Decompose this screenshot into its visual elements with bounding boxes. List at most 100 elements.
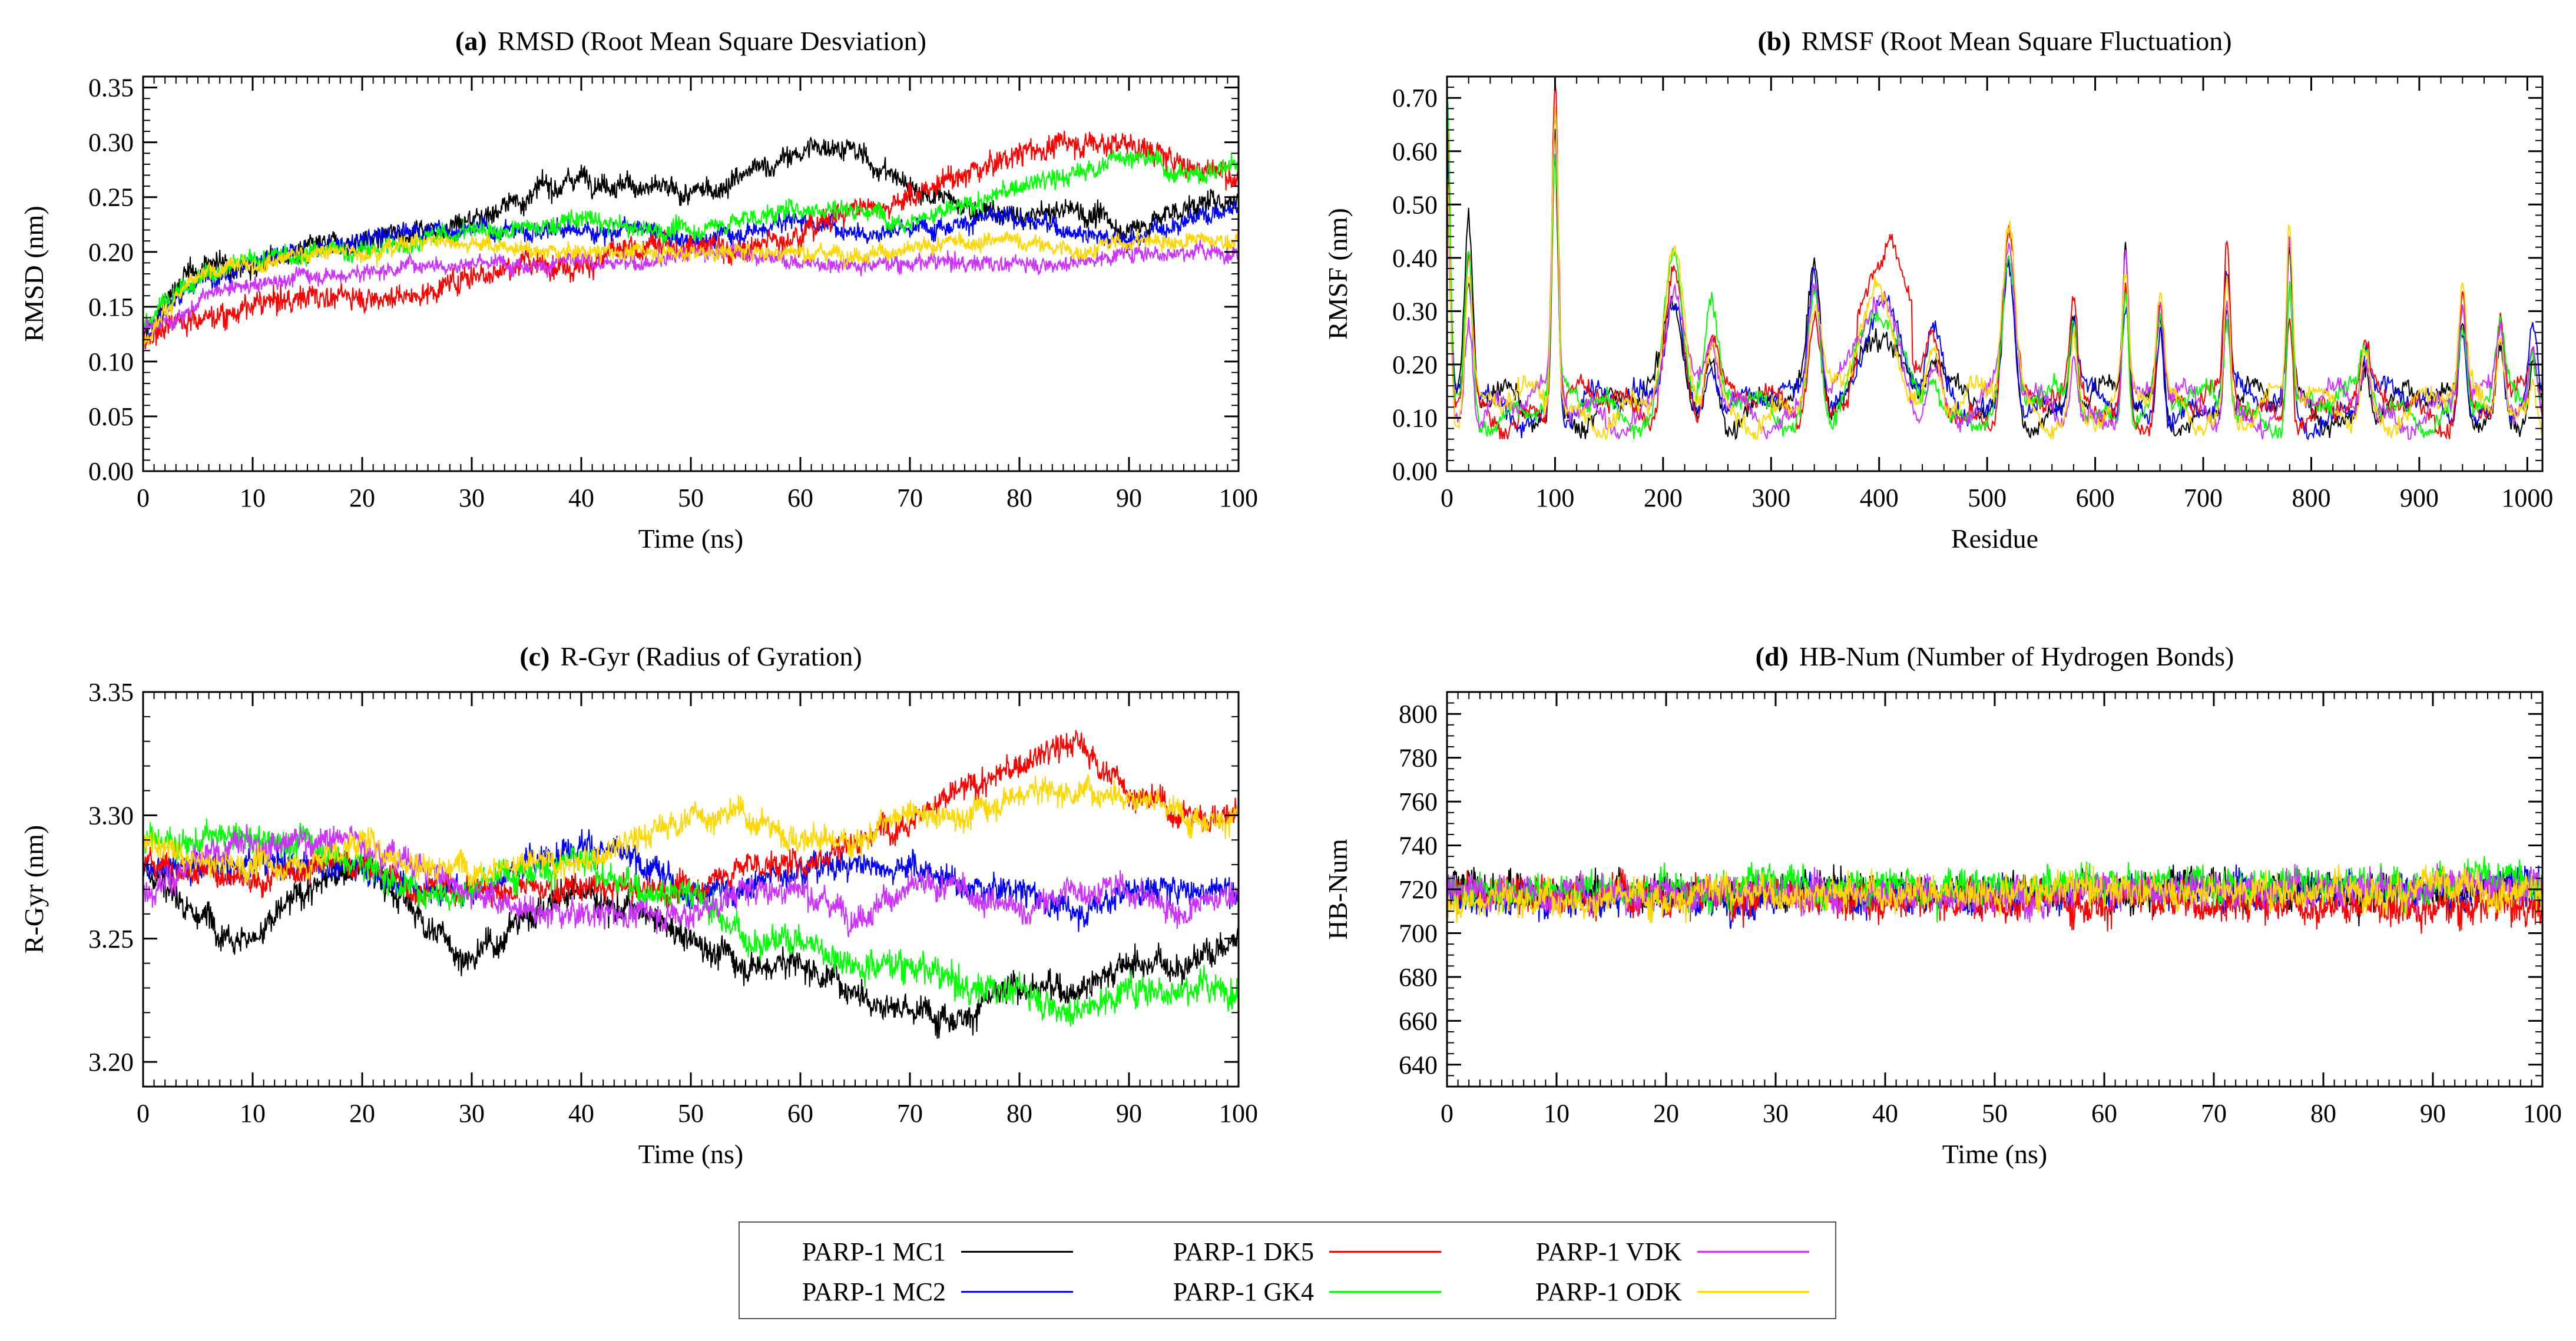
x-tick-label: 100	[1535, 484, 1574, 512]
legend-entry-dk5: PARP-1 DK5	[1120, 1231, 1441, 1272]
x-tick-label: 50	[1982, 1099, 2008, 1128]
x-tick-label: 800	[2292, 484, 2330, 512]
x-tick-label: 600	[2076, 484, 2115, 512]
y-tick-label: 0.40	[1392, 244, 1438, 273]
y-tick-label: 0.30	[88, 128, 134, 157]
legend-entry-mc1: PARP-1 MC1	[751, 1231, 1073, 1272]
y-tick-label: 3.25	[88, 925, 134, 953]
legend: PARP-1 MC1 PARP-1 MC2 PARP-1 DK5 PARP-1 …	[739, 1221, 1836, 1319]
x-tick-label: 40	[568, 1099, 594, 1128]
y-tick-label: 800	[1399, 700, 1438, 729]
x-tick-label: 100	[2523, 1099, 2562, 1128]
legend-swatch	[961, 1290, 1073, 1293]
series-line-parp-1-vdk	[1447, 120, 2542, 440]
x-tick-label: 500	[1968, 484, 2007, 512]
x-tick-label: 900	[2400, 484, 2439, 512]
y-tick-label: 760	[1399, 787, 1438, 816]
legend-entry-vdk: PARP-1 VDK	[1488, 1231, 1809, 1272]
x-tick-label: 1000	[2501, 484, 2553, 512]
y-axis-label: R-Gyr (nm)	[19, 825, 49, 953]
x-tick-label: 70	[897, 1099, 923, 1128]
x-tick-label: 300	[1751, 484, 1790, 512]
y-tick-label: 0.70	[1392, 84, 1438, 112]
series-line-parp-1-vdk	[143, 824, 1239, 938]
y-tick-label: 680	[1399, 963, 1438, 992]
panel-title: (b) RMSF (Root Mean Square Fluctuation)	[1757, 26, 2231, 56]
panel-title-text: R-Gyr (Radius of Gyration)	[560, 641, 862, 671]
legend-swatch	[1697, 1290, 1809, 1293]
y-tick-label: 0.10	[88, 347, 134, 376]
y-tick-label: 0.05	[88, 402, 134, 431]
series-line-parp-1-dk5	[1447, 867, 2542, 934]
x-tick-label: 30	[1763, 1099, 1789, 1128]
x-tick-label: 30	[459, 1099, 485, 1128]
series-line-parp-1-dk5	[1447, 82, 2542, 440]
y-tick-label: 0.35	[88, 74, 134, 102]
y-tick-label: 0.60	[1392, 137, 1438, 166]
panel-c: 0 10 20 30 40 50 60 70 80 90 100 3.20 3.25 3.30 3.35 (c…	[19, 641, 1258, 1169]
tick-marks	[1446, 691, 2543, 1087]
legend-label: PARP-1 VDK	[1535, 1237, 1682, 1266]
y-tick-label: 0.50	[1392, 190, 1438, 219]
legend-swatch	[1329, 1290, 1441, 1293]
y-tick-label: 0.30	[1392, 297, 1438, 326]
panel-b: 0 100 200 300 400 500 600 700 800 900 1000 0.00 0.10…	[1323, 26, 2553, 554]
x-tick-label: 0	[137, 1099, 150, 1128]
x-tick-label: 90	[1116, 1099, 1142, 1128]
panel-title: (c) R-Gyr (Radius of Gyration)	[519, 641, 862, 671]
x-tick-label: 10	[240, 484, 266, 512]
series-line-parp-1-dk5	[143, 130, 1239, 350]
series-line-parp-1-odk	[1447, 106, 2542, 441]
y-tick-label: 0.00	[88, 457, 134, 486]
x-tick-label: 200	[1644, 484, 1683, 512]
x-tick-label: 400	[1860, 484, 1899, 512]
legend-label: PARP-1 MC2	[802, 1277, 946, 1306]
x-tick-label: 90	[2420, 1099, 2446, 1128]
panel-a: 0 10 20 30 40 50 60 70 80 90 100 0.00 0.05 0.10 0.15 0.…	[19, 26, 1258, 554]
x-tick-label: 50	[678, 1099, 704, 1128]
y-tick-label: 0.15	[88, 293, 134, 322]
y-tick-label: 0.25	[88, 183, 134, 212]
x-tick-label: 100	[1219, 1099, 1258, 1128]
x-tick-label: 10	[1544, 1099, 1570, 1128]
x-tick-label: 80	[1006, 484, 1032, 512]
y-axis-label: RMSF (nm)	[1323, 208, 1353, 340]
legend-swatch	[1329, 1250, 1441, 1253]
series-line-parp-1-odk	[143, 230, 1239, 347]
legend-entry-odk: PARP-1 ODK	[1488, 1271, 1809, 1312]
y-axis-label: HB-Num	[1323, 839, 1353, 939]
tick-marks	[143, 76, 1239, 472]
y-tick-label: 0.20	[1392, 350, 1438, 379]
tick-marks	[143, 691, 1239, 1087]
legend-label: PARP-1 MC1	[802, 1237, 946, 1266]
panel-title-text: RMSF (Root Mean Square Fluctuation)	[1802, 26, 2232, 56]
x-tick-label: 70	[897, 484, 923, 512]
y-tick-label: 3.35	[88, 678, 134, 707]
y-tick-label: 640	[1399, 1051, 1438, 1080]
series-group	[1447, 856, 2542, 934]
legend-label: PARP-1 ODK	[1535, 1277, 1682, 1306]
x-tick-label: 30	[459, 484, 485, 512]
x-tick-label: 20	[349, 484, 375, 512]
panel-label: (d)	[1756, 641, 1789, 671]
y-tick-label: 3.30	[88, 801, 134, 830]
series-group	[143, 130, 1239, 350]
y-tick-label: 0.20	[88, 238, 134, 267]
y-tick-label: 740	[1399, 832, 1438, 860]
series-line-parp-1-odk	[1447, 864, 2542, 923]
panel-title-text: RMSD (Root Mean Square Desviation)	[498, 26, 926, 56]
series-line-parp-1-vdk	[143, 239, 1239, 332]
y-tick-label: 720	[1399, 875, 1438, 904]
panel-title: (d) HB-Num (Number of Hydrogen Bonds)	[1756, 641, 2234, 671]
x-tick-label: 20	[349, 1099, 375, 1128]
x-tick-label: 40	[1872, 1099, 1898, 1128]
x-axis-label: Time (ns)	[638, 524, 744, 554]
panel-d: 0 10 20 30 40 50 60 70 80 90 100 640 660 680 700 720 740…	[1323, 641, 2562, 1169]
x-axis-label: Residue	[1951, 524, 2038, 554]
x-tick-label: 10	[240, 1099, 266, 1128]
legend-label: PARP-1 GK4	[1173, 1277, 1314, 1306]
x-tick-label: 50	[678, 484, 704, 512]
series-line-parp-1-mc1	[143, 853, 1239, 1039]
x-tick-label: 70	[2201, 1099, 2227, 1128]
